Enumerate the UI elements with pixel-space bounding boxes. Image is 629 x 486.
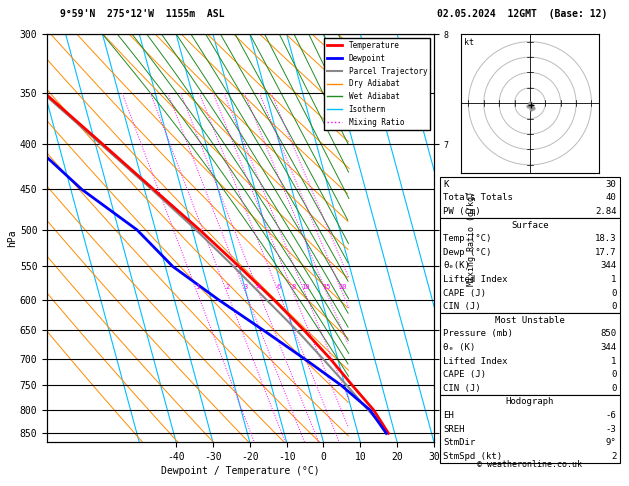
Text: 0: 0: [611, 370, 616, 379]
Text: 1: 1: [611, 357, 616, 365]
Text: 1: 1: [611, 275, 616, 284]
Text: 0: 0: [611, 289, 616, 297]
Text: SREH: SREH: [443, 425, 465, 434]
Text: 6: 6: [277, 284, 281, 290]
Text: 344: 344: [600, 261, 616, 270]
Text: 344: 344: [600, 343, 616, 352]
X-axis label: Dewpoint / Temperature (°C): Dewpoint / Temperature (°C): [161, 466, 320, 476]
Text: 9°: 9°: [606, 438, 616, 447]
Text: Lifted Index: Lifted Index: [443, 357, 508, 365]
Text: 0: 0: [611, 384, 616, 393]
Text: θₑ (K): θₑ (K): [443, 343, 476, 352]
Text: K: K: [443, 180, 449, 189]
Text: -6: -6: [606, 411, 616, 420]
Text: CAPE (J): CAPE (J): [443, 289, 486, 297]
Text: 2.84: 2.84: [595, 207, 616, 216]
Text: Totals Totals: Totals Totals: [443, 193, 513, 202]
Text: 2: 2: [225, 284, 230, 290]
Text: 1: 1: [196, 284, 199, 290]
Text: PW (cm): PW (cm): [443, 207, 481, 216]
Text: Pressure (mb): Pressure (mb): [443, 330, 513, 338]
Text: 850: 850: [600, 330, 616, 338]
Text: -3: -3: [606, 425, 616, 434]
Text: kt: kt: [464, 38, 474, 47]
Text: 02.05.2024  12GMT  (Base: 12): 02.05.2024 12GMT (Base: 12): [437, 9, 608, 19]
Text: 20: 20: [338, 284, 347, 290]
Text: 4: 4: [257, 284, 262, 290]
Text: Mixing Ratio (g/kg): Mixing Ratio (g/kg): [467, 191, 476, 286]
Y-axis label: km
ASL: km ASL: [462, 231, 481, 245]
Text: 8: 8: [291, 284, 296, 290]
Text: 2: 2: [611, 452, 616, 461]
Text: 3: 3: [243, 284, 248, 290]
Text: StmDir: StmDir: [443, 438, 476, 447]
Text: 9°59'N  275°12'W  1155m  ASL: 9°59'N 275°12'W 1155m ASL: [60, 9, 225, 19]
Text: Surface: Surface: [511, 221, 548, 229]
Text: © weatheronline.co.uk: © weatheronline.co.uk: [477, 460, 582, 469]
Text: 18.3: 18.3: [595, 234, 616, 243]
Text: Lifted Index: Lifted Index: [443, 275, 508, 284]
Text: EH: EH: [443, 411, 454, 420]
Y-axis label: hPa: hPa: [7, 229, 17, 247]
Text: 30: 30: [606, 180, 616, 189]
Text: θₑ(K): θₑ(K): [443, 261, 470, 270]
Text: 10: 10: [301, 284, 309, 290]
Text: 40: 40: [606, 193, 616, 202]
Text: 17.7: 17.7: [595, 248, 616, 257]
Text: Hodograph: Hodograph: [506, 398, 554, 406]
Legend: Temperature, Dewpoint, Parcel Trajectory, Dry Adiabat, Wet Adiabat, Isotherm, Mi: Temperature, Dewpoint, Parcel Trajectory…: [324, 38, 430, 130]
Text: CIN (J): CIN (J): [443, 302, 481, 311]
Text: 0: 0: [611, 302, 616, 311]
Text: Dewp (°C): Dewp (°C): [443, 248, 492, 257]
Text: 15: 15: [323, 284, 331, 290]
Text: CAPE (J): CAPE (J): [443, 370, 486, 379]
Text: Most Unstable: Most Unstable: [495, 316, 565, 325]
Text: StmSpd (kt): StmSpd (kt): [443, 452, 503, 461]
Text: Temp (°C): Temp (°C): [443, 234, 492, 243]
Text: CIN (J): CIN (J): [443, 384, 481, 393]
